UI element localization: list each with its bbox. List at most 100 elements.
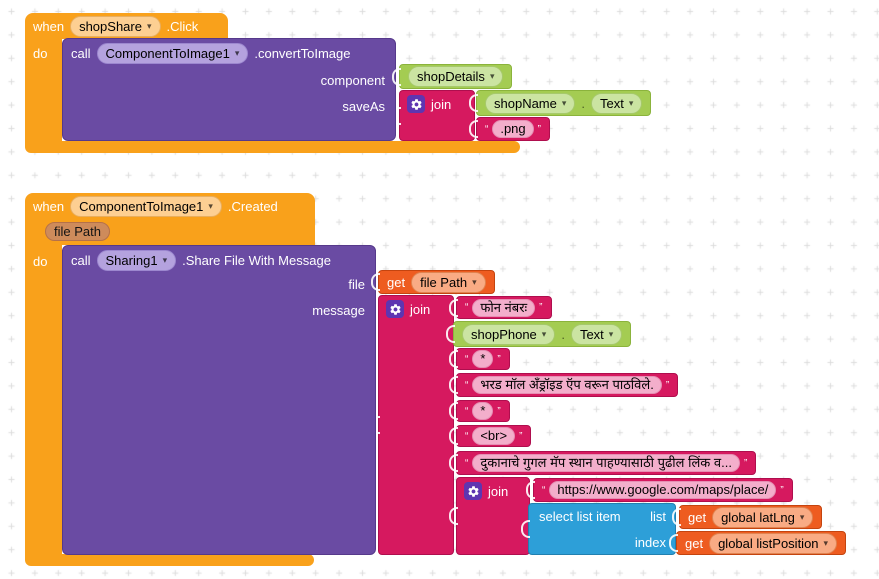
param-saveas-label: saveAs (342, 99, 385, 114)
dropdown-value: global latLng (721, 509, 795, 525)
close-quote: ” (497, 405, 501, 417)
string-value-field[interactable]: दुकानाचे गुगल मॅप स्थान पाहण्यासाठी पुढी… (472, 454, 740, 472)
text-property-dropdown[interactable]: Text ▾ (591, 92, 643, 114)
get-global-listposition-block[interactable]: get global listPosition ▾ (676, 531, 847, 555)
select-list-item-block[interactable]: select list item list index (528, 503, 676, 555)
dropdown-value: shopName (494, 95, 557, 111)
dropdown-value: Text (579, 326, 604, 342)
mutator-gear-icon[interactable] (407, 95, 425, 113)
chevron-down-icon: ▾ (234, 48, 240, 58)
select-list-item-label: select list item (539, 509, 621, 524)
close-quote: ” (780, 484, 784, 496)
filepath-param-chip[interactable]: file Path (45, 222, 110, 241)
open-quote: “ (542, 484, 546, 496)
event-block-shopshare-click[interactable]: when shopShare ▾ .Click (25, 13, 228, 39)
when-label: when (33, 18, 65, 34)
shopphone-dropdown[interactable]: shopPhone ▾ (462, 323, 556, 345)
close-quote: ” (743, 457, 748, 469)
join-label: join (488, 483, 509, 499)
text-property-dropdown[interactable]: Text ▾ (570, 323, 623, 345)
text-string-block-map-info[interactable]: “ दुकानाचे गुगल मॅप स्थान पाहण्यासाठी पु… (456, 451, 757, 475)
text-string-block-png[interactable]: “ .png ” (476, 117, 550, 141)
get-label: get (387, 274, 406, 290)
componenttoimage1-dropdown[interactable]: ComponentToImage1 ▾ (70, 195, 222, 217)
call-converttoimage-block[interactable]: call ComponentToImage1 ▾ .convertToImage… (62, 38, 396, 141)
call-label: call (71, 46, 91, 61)
close-quote: ” (665, 379, 670, 391)
filepath-var-dropdown[interactable]: file Path ▾ (411, 271, 486, 293)
event-param-row: file Path (25, 218, 315, 245)
open-quote: “ (465, 405, 469, 417)
shopshare-dropdown[interactable]: shopShare ▾ (70, 15, 161, 37)
get-filepath-block[interactable]: get file Path ▾ (378, 270, 495, 294)
join-block[interactable]: join (399, 90, 475, 141)
property-dot: . (561, 326, 565, 342)
param-message-label: message (312, 303, 365, 318)
property-dot: . (581, 95, 586, 111)
open-quote: “ (465, 302, 469, 313)
chevron-down-icon: ▾ (146, 20, 152, 31)
shopdetails-dropdown[interactable]: shopDetails ▾ (408, 66, 504, 87)
list-param-label: list (650, 509, 666, 524)
chevron-down-icon: ▾ (628, 97, 634, 108)
text-string-block-phone-label[interactable]: “ फोन नंबरः ” (456, 296, 552, 319)
dropdown-value: shopPhone (471, 326, 537, 342)
dropdown-value: file Path (420, 274, 468, 290)
close-quote: ” (497, 353, 501, 365)
event-block-left-spine[interactable]: do (25, 244, 62, 555)
componenttoimage1-dropdown[interactable]: ComponentToImage1 ▾ (96, 43, 249, 64)
param-file-label: file (348, 277, 365, 292)
shopdetails-component-block[interactable]: shopDetails ▾ (399, 64, 513, 89)
get-label: get (688, 509, 707, 525)
open-quote: “ (465, 379, 469, 391)
text-string-block-br[interactable]: “ <br> ” (456, 425, 532, 447)
text-string-block-star2[interactable]: “ * ” (456, 400, 510, 422)
do-label: do (33, 46, 48, 61)
shopname-text-property-block[interactable]: shopName ▾ . Text ▾ (476, 90, 652, 116)
join-label: join (431, 96, 452, 112)
call-sharefile-block[interactable]: call Sharing1 ▾ .Share File With Message… (62, 245, 376, 555)
shopname-dropdown[interactable]: shopName ▾ (485, 92, 576, 114)
get-label: get (685, 535, 704, 551)
string-value-field[interactable]: * (472, 402, 494, 420)
string-value-field[interactable]: फोन नंबरः (472, 298, 536, 317)
chevron-down-icon: ▾ (489, 71, 495, 81)
join-label: join (410, 301, 431, 317)
dropdown-value: shopDetails (417, 69, 485, 84)
text-string-block-maps-url[interactable]: “ https://www.google.com/maps/place/ ” (533, 478, 793, 502)
latlng-var-dropdown[interactable]: global latLng ▾ (712, 506, 814, 528)
close-quote: ” (537, 123, 541, 135)
string-value-field[interactable]: * (472, 350, 494, 368)
sharing1-dropdown[interactable]: Sharing1 ▾ (96, 250, 177, 271)
close-quote: ” (539, 302, 543, 313)
event-block-bottom-bar[interactable] (25, 141, 520, 153)
outer-join-block[interactable]: join (378, 295, 454, 555)
dropdown-value: global listPosition (718, 535, 819, 551)
event-block-bottom-bar[interactable] (25, 554, 314, 566)
text-string-block-star1[interactable]: “ * ” (456, 348, 510, 370)
dropdown-value: Text (600, 95, 624, 111)
chevron-down-icon: ▾ (799, 511, 805, 522)
dropdown-value: ComponentToImage1 (105, 46, 230, 61)
get-global-latlng-block[interactable]: get global latLng ▾ (679, 505, 823, 529)
open-quote: “ (465, 430, 469, 442)
string-value-field[interactable]: <br> (472, 427, 516, 445)
chevron-down-icon: ▾ (823, 537, 829, 548)
chevron-down-icon: ▾ (472, 276, 477, 287)
chevron-down-icon: ▾ (541, 328, 547, 339)
mutator-gear-icon[interactable] (464, 482, 482, 500)
inner-join-block[interactable]: join (456, 477, 530, 555)
chevron-down-icon: ▾ (162, 255, 168, 265)
dropdown-value: Sharing1 (105, 253, 158, 268)
string-value-field[interactable]: https://www.google.com/maps/place/ (549, 481, 777, 499)
shopphone-text-property-block[interactable]: shopPhone ▾ . Text ▾ (453, 321, 632, 347)
string-value-field[interactable]: भरड मॉल अँड्रॉइड ऍप वरून पाठविले. (472, 376, 662, 394)
index-param-label: index (634, 535, 666, 550)
open-quote: “ (465, 353, 469, 365)
string-value-field[interactable]: .png (492, 120, 534, 138)
mutator-gear-icon[interactable] (386, 300, 404, 318)
text-string-block-sent-via[interactable]: “ भरड मॉल अँड्रॉइड ऍप वरून पाठविले. ” (456, 373, 679, 397)
event-block-left-spine[interactable]: do (25, 37, 62, 142)
listposition-var-dropdown[interactable]: global listPosition ▾ (709, 532, 838, 554)
event-block-componenttoimage-created[interactable]: when ComponentToImage1 ▾ .Created (25, 193, 315, 219)
